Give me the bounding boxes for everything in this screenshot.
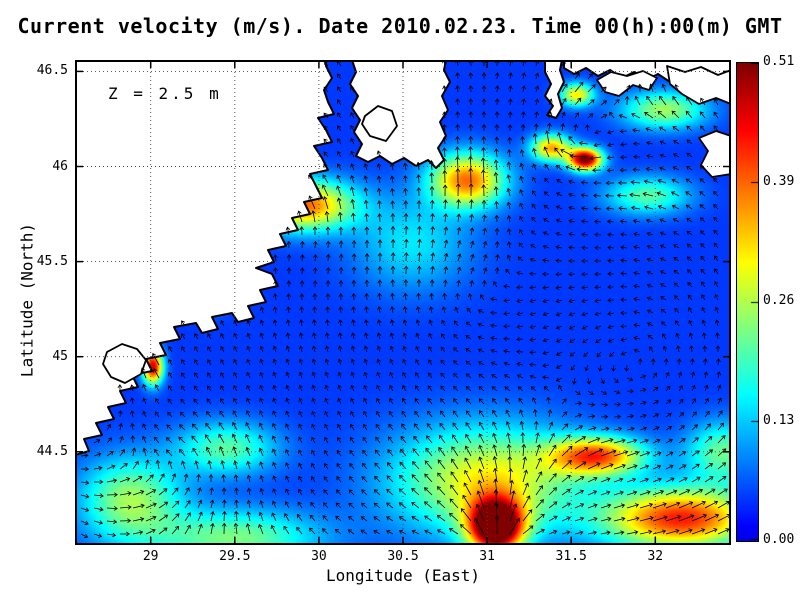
x-tick-label: 31.5 <box>555 549 587 564</box>
island-outline <box>596 70 658 97</box>
x-axis-label: Longitude (East) <box>325 566 481 585</box>
x-tick-label: 31 <box>479 549 495 564</box>
colorbar-gradient-canvas <box>737 63 758 541</box>
y-tick-label: 46 <box>52 158 68 174</box>
colorbar <box>736 62 759 542</box>
plot-border <box>75 60 731 545</box>
coastline-landmass <box>544 60 565 119</box>
x-tick-label: 30 <box>311 549 327 564</box>
y-tick-label: 44.5 <box>36 443 68 459</box>
depth-annotation: Z = 2.5 m <box>108 84 222 103</box>
lake-outline <box>361 105 398 142</box>
colorbar-tick-label: 0.00 <box>763 532 795 547</box>
island-outline <box>698 130 731 178</box>
colorbar-tick-label: 0.51 <box>763 54 795 69</box>
lake-outline <box>102 343 147 384</box>
quiver-arrows-path <box>80 60 731 539</box>
chart-title: Current velocity (m/s). Date 2010.02.23.… <box>17 14 783 38</box>
colorbar-tick-label: 0.26 <box>763 293 795 308</box>
x-tick-label: 32 <box>647 549 664 564</box>
y-tick-label: 45 <box>52 348 68 364</box>
map-overlay-svg <box>75 60 731 545</box>
coastline-landmass <box>75 60 335 456</box>
coastline-landmass <box>349 60 451 169</box>
x-tick-label: 30.5 <box>387 549 419 564</box>
x-tick-label: 29.5 <box>219 549 251 564</box>
y-tick-label: 45.5 <box>36 253 68 269</box>
colorbar-tick-label: 0.39 <box>763 173 795 189</box>
plot-area <box>75 60 731 545</box>
colorbar-tick-label: 0.13 <box>763 412 795 428</box>
y-tick-label: 46.5 <box>36 63 68 79</box>
x-tick-label: 29 <box>142 549 159 564</box>
